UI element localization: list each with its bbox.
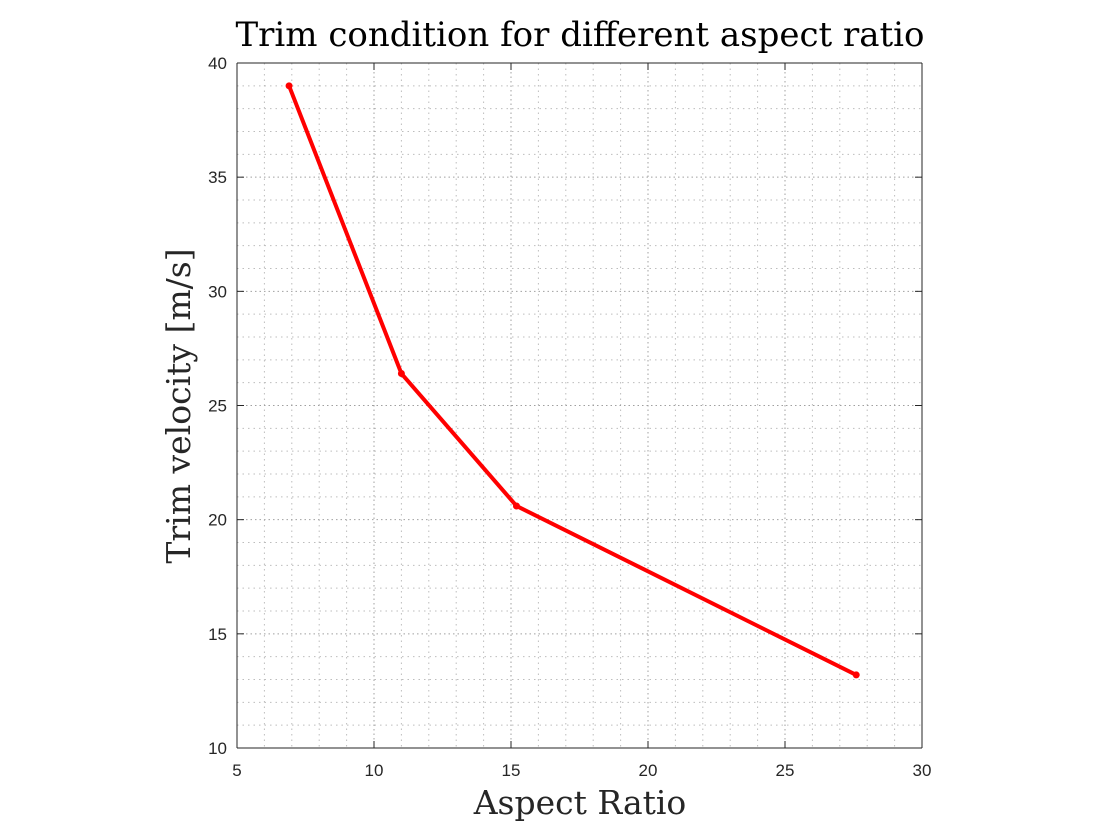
y-tick-label: 25	[208, 397, 227, 416]
y-tick-label: 35	[208, 168, 227, 187]
y-tick-labels: 10 15 20 25 30 35 40	[208, 54, 227, 758]
x-tick-label: 20	[639, 761, 658, 780]
y-tick-label: 10	[208, 739, 227, 758]
grid	[237, 63, 922, 748]
chart-title: Trim condition for different aspect rati…	[235, 15, 924, 55]
x-tick-label: 30	[913, 761, 932, 780]
x-tick-label: 10	[365, 761, 384, 780]
data-point	[285, 82, 293, 90]
data-point	[397, 370, 405, 378]
series-line	[287, 85, 858, 677]
x-axis-label: Aspect Ratio	[473, 783, 687, 822]
y-tick-label: 30	[208, 282, 227, 301]
data-point	[512, 502, 520, 510]
y-tick-label: 20	[208, 511, 227, 530]
y-tick-label: 40	[208, 54, 227, 73]
x-tick-label: 5	[232, 761, 241, 780]
data-point	[852, 671, 860, 679]
x-tick-label: 15	[502, 761, 521, 780]
series	[285, 82, 860, 679]
x-tick-labels: 5 10 15 20 25 30	[232, 761, 931, 780]
x-tick-label: 25	[776, 761, 795, 780]
y-tick-label: 15	[208, 625, 227, 644]
axes	[236, 62, 923, 749]
y-axis-label: Trim velocity [m/s]	[159, 248, 198, 563]
